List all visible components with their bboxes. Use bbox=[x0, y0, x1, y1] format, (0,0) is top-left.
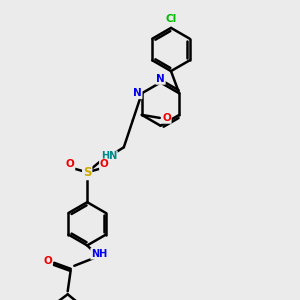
Text: N: N bbox=[156, 74, 165, 84]
Text: HN: HN bbox=[101, 151, 117, 161]
Text: O: O bbox=[43, 256, 52, 266]
Text: S: S bbox=[83, 166, 92, 179]
Text: O: O bbox=[66, 159, 74, 170]
Text: N: N bbox=[133, 88, 142, 98]
Text: NH: NH bbox=[91, 249, 107, 259]
Text: O: O bbox=[162, 113, 171, 123]
Text: O: O bbox=[100, 159, 109, 170]
Text: Cl: Cl bbox=[165, 14, 177, 25]
